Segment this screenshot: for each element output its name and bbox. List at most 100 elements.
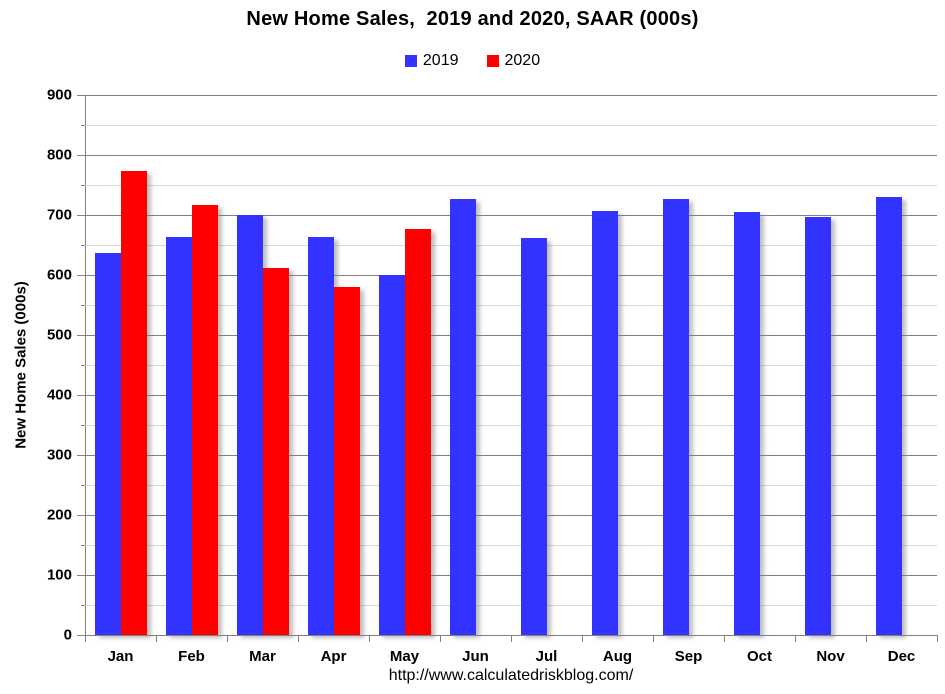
bar-2019-jan	[94, 253, 121, 635]
x-tick-1	[156, 635, 157, 642]
x-axis-label-oct: Oct	[746, 648, 773, 665]
y-tick-major-400	[77, 395, 85, 396]
bar-2019-dec	[875, 197, 902, 635]
y-tick-major-0	[77, 635, 85, 636]
y-axis-label-700: 700	[46, 206, 72, 224]
legend-label-2020: 2020	[504, 52, 541, 69]
x-tick-12	[937, 635, 938, 642]
x-axis-label-dec: Dec	[887, 648, 916, 665]
bar-2019-nov	[804, 217, 831, 635]
chart-title: New Home Sales, 2019 and 2020, SAAR (000…	[246, 8, 699, 30]
x-tick-2	[227, 635, 228, 642]
y-tick-minor-850	[81, 125, 85, 126]
y-axis-label-0: 0	[63, 626, 72, 644]
gridline-major-600	[85, 275, 937, 276]
x-tick-8	[653, 635, 654, 642]
gridline-major-100	[85, 575, 937, 576]
y-axis-label-100: 100	[46, 566, 72, 584]
bar-2019-apr	[307, 237, 334, 635]
bar-2019-oct	[733, 212, 760, 635]
legend-swatch-2019-icon	[404, 55, 417, 67]
gridline-major-500	[85, 335, 937, 336]
gridline-minor-350	[85, 425, 937, 426]
bar-2019-jul	[520, 238, 547, 635]
x-axis-line	[77, 635, 937, 636]
gridline-major-400	[85, 395, 937, 396]
source-url: http://www.calculatedriskblog.com/	[388, 667, 634, 684]
gridline-minor-150	[85, 545, 937, 546]
y-tick-minor-250	[81, 485, 85, 486]
x-axis-label-aug: Aug	[602, 648, 633, 665]
y-tick-minor-350	[81, 425, 85, 426]
y-axis-title: New Home Sales (000s)	[12, 281, 30, 449]
gridline-minor-50	[85, 605, 937, 606]
y-tick-major-800	[77, 155, 85, 156]
x-tick-9	[724, 635, 725, 642]
gridline-major-200	[85, 515, 937, 516]
x-axis-label-jul: Jul	[535, 648, 558, 665]
gridline-minor-750	[85, 185, 937, 186]
bar-2020-may	[404, 229, 431, 635]
y-axis-label-500: 500	[46, 326, 72, 344]
bar-2020-jan	[120, 170, 147, 635]
x-tick-3	[298, 635, 299, 642]
legend-item-2019: 2019	[404, 52, 459, 70]
x-axis-label-jan: Jan	[107, 648, 134, 665]
gridline-major-700	[85, 215, 937, 216]
x-tick-5	[440, 635, 441, 642]
legend: 2019 2020	[0, 52, 945, 70]
y-tick-minor-50	[81, 605, 85, 606]
gridline-major-800	[85, 155, 937, 156]
y-tick-major-500	[77, 335, 85, 336]
x-axis-label-mar: Mar	[249, 648, 276, 665]
y-tick-major-300	[77, 455, 85, 456]
gridline-major-300	[85, 455, 937, 456]
x-axis-label-apr: Apr	[320, 648, 347, 665]
gridline-major-900	[85, 95, 937, 96]
legend-label-2019: 2019	[422, 52, 459, 69]
gridline-minor-250	[85, 485, 937, 486]
x-axis-label-sep: Sep	[674, 648, 703, 665]
bar-2019-may	[378, 275, 405, 635]
bar-2019-aug	[591, 211, 618, 635]
y-tick-minor-650	[81, 245, 85, 246]
y-axis-label-800: 800	[46, 146, 72, 164]
y-tick-minor-750	[81, 185, 85, 186]
bar-2020-mar	[262, 268, 289, 635]
bar-2019-mar	[236, 215, 263, 635]
x-tick-4	[369, 635, 370, 642]
x-tick-0	[85, 635, 86, 642]
gridline-minor-650	[85, 245, 937, 246]
x-tick-7	[582, 635, 583, 642]
x-axis-label-feb: Feb	[178, 648, 205, 665]
y-tick-major-600	[77, 275, 85, 276]
x-tick-11	[866, 635, 867, 642]
x-tick-6	[511, 635, 512, 642]
y-tick-major-700	[77, 215, 85, 216]
y-tick-major-900	[77, 95, 85, 96]
bar-2019-feb	[165, 237, 192, 635]
bar-2020-apr	[333, 287, 360, 635]
x-tick-10	[795, 635, 796, 642]
y-axis-label-200: 200	[46, 506, 72, 524]
gridline-minor-550	[85, 305, 937, 306]
legend-swatch-2020-icon	[486, 55, 499, 67]
legend-item-2020: 2020	[486, 52, 541, 70]
x-axis-label-jun: Jun	[462, 648, 489, 665]
y-tick-major-100	[77, 575, 85, 576]
bar-2020-feb	[191, 205, 218, 635]
plot-area	[85, 95, 937, 635]
y-axis-label-300: 300	[46, 446, 72, 464]
x-axis-label-nov: Nov	[816, 648, 845, 665]
y-axis-label-400: 400	[46, 386, 72, 404]
y-tick-major-200	[77, 515, 85, 516]
y-tick-minor-150	[81, 545, 85, 546]
bar-2019-jun	[449, 199, 476, 635]
y-axis-label-600: 600	[46, 266, 72, 284]
x-axis-label-may: May	[389, 648, 420, 665]
y-axis-label-900: 900	[46, 86, 72, 104]
y-tick-minor-450	[81, 365, 85, 366]
y-tick-minor-550	[81, 305, 85, 306]
gridline-minor-450	[85, 365, 937, 366]
bar-2019-sep	[662, 199, 689, 635]
